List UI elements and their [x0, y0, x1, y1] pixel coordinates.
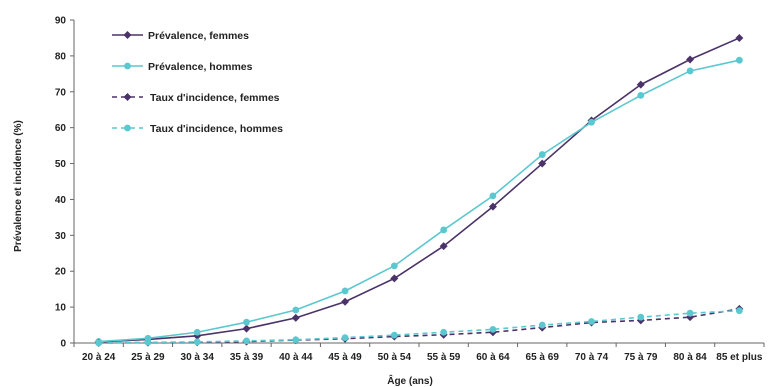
data-point	[95, 340, 102, 347]
x-tick-label: 45 à 49	[328, 352, 362, 363]
x-tick-label: 60 à 64	[476, 352, 510, 363]
data-point	[735, 34, 743, 42]
data-point	[440, 227, 447, 234]
data-point	[539, 151, 546, 158]
data-point	[292, 307, 299, 314]
data-point	[341, 298, 349, 306]
legend-label: Taux d'incidence, femmes	[150, 92, 280, 104]
data-point	[243, 325, 251, 333]
data-point	[687, 310, 694, 317]
data-point	[390, 274, 398, 282]
y-tick-label: 90	[55, 16, 67, 27]
data-point	[292, 336, 299, 343]
y-tick-label: 60	[55, 123, 67, 134]
series-3	[95, 305, 744, 347]
x-axis-title: Âge (ans)	[387, 374, 433, 387]
legend-entry: Taux d'incidence, hommes	[112, 123, 283, 135]
legend-entry: Prévalence, femmes	[112, 30, 249, 42]
x-tick-label: 35 à 39	[230, 352, 264, 363]
legend-label: Prévalence, femmes	[148, 30, 249, 42]
data-point	[243, 319, 250, 326]
x-tick-label: 20 à 24	[82, 352, 116, 363]
x-tick-label: 50 à 54	[378, 352, 412, 363]
y-tick-label: 70	[55, 87, 67, 98]
series-line	[99, 309, 740, 343]
y-axis-title: Prévalence et incidence (%)	[13, 120, 24, 252]
legend-marker	[124, 93, 132, 101]
y-tick-label: 20	[55, 267, 67, 278]
y-tick-label: 0	[60, 339, 66, 350]
data-point	[292, 314, 300, 322]
legend-marker	[124, 31, 132, 39]
x-tick-label: 30 à 34	[181, 352, 215, 363]
data-point	[588, 119, 595, 126]
x-tick-label: 65 à 69	[526, 352, 560, 363]
data-point	[637, 314, 644, 321]
x-tick-label: 70 à 74	[575, 352, 609, 363]
legend-label: Taux d'incidence, hommes	[150, 123, 283, 135]
data-point	[539, 322, 546, 329]
x-axis-ticks: 20 à 24 25 à 29 30 à 34 35 à 39 40 à 44 45 à …	[74, 343, 764, 363]
data-point	[391, 262, 398, 269]
data-point	[736, 57, 743, 64]
data-point	[194, 339, 201, 346]
data-point	[490, 326, 497, 333]
legend-entry: Prévalence, hommes	[112, 61, 253, 73]
series-1	[95, 34, 744, 346]
x-tick-label: 25 à 29	[131, 352, 165, 363]
y-tick-label: 30	[55, 231, 67, 242]
data-point	[342, 288, 349, 295]
y-axis-ticks: 0 10 20 30 40 50 60 70 80 90	[55, 16, 74, 350]
series-4	[95, 307, 743, 346]
data-point	[687, 68, 694, 75]
legend-marker	[124, 125, 131, 132]
x-tick-label: 40 à 44	[279, 352, 313, 363]
y-tick-label: 10	[55, 303, 67, 314]
data-point	[391, 332, 398, 339]
legend-label: Prévalence, hommes	[148, 61, 253, 73]
legend: Prévalence, femmes Prévalence, hommes Taux…	[112, 30, 283, 135]
x-tick-label: 80 à 84	[673, 352, 707, 363]
data-point	[736, 307, 743, 314]
data-point	[490, 192, 497, 199]
x-tick-label: 55 à 59	[427, 352, 461, 363]
data-point	[243, 337, 250, 344]
legend-entry: Taux d'incidence, femmes	[112, 92, 280, 104]
data-point	[588, 318, 595, 325]
data-point	[342, 334, 349, 341]
y-tick-label: 50	[55, 159, 67, 170]
x-tick-label: 85 et plus	[716, 352, 763, 363]
series-layer	[95, 34, 744, 347]
y-tick-label: 80	[55, 51, 67, 62]
x-tick-label: 75 à 79	[624, 352, 658, 363]
data-point	[440, 329, 447, 336]
data-point	[145, 339, 152, 346]
data-point	[686, 55, 694, 63]
y-tick-label: 40	[55, 195, 67, 206]
data-point	[194, 329, 201, 336]
legend-marker	[124, 63, 131, 70]
data-point	[637, 92, 644, 99]
